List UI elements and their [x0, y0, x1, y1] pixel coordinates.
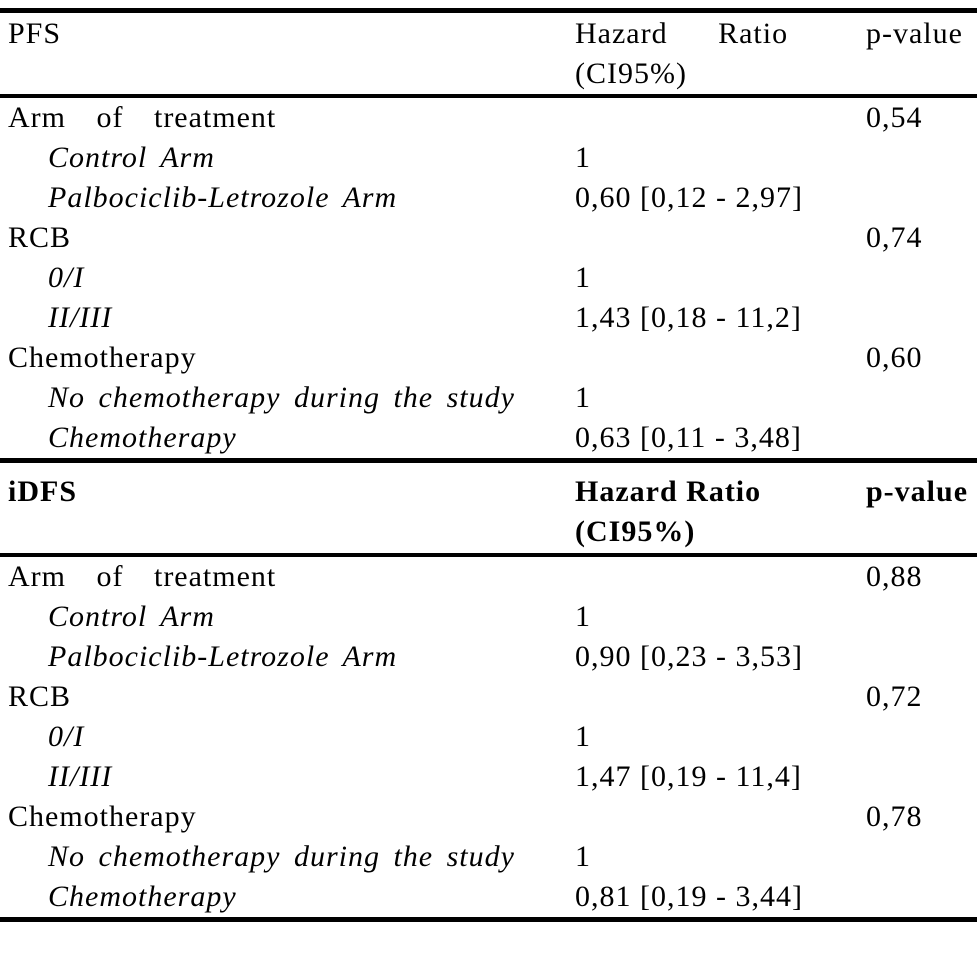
hazard-ratio-value: 1 — [575, 600, 591, 633]
row-label: II/III — [48, 760, 113, 793]
row-label: Chemotherapy — [48, 421, 237, 454]
hazard-ratio-header-line2: (CI95%) — [575, 57, 687, 90]
table-row: Control Arm 1 — [0, 597, 977, 637]
hazard-ratio-value: 1,47 [0,19 - 11,4] — [575, 760, 802, 793]
idfs-p-value-header: p-value — [866, 475, 969, 508]
hazard-ratio-value: 1 — [575, 720, 591, 753]
pfs-body: Arm of treatment 0,54 Control Arm 1 Palb… — [0, 98, 977, 458]
idfs-hazard-ratio-header: Hazard Ratio (CI95%) — [575, 472, 866, 552]
table-row: No chemotherapy during the study 1 — [0, 378, 977, 418]
table-row: 0/I 1 — [0, 717, 977, 757]
table-row: Palbociclib-Letrozole Arm 0,60 [0,12 - 2… — [0, 178, 977, 218]
hazard-ratio-header-line1: Hazard Ratio — [575, 475, 762, 508]
table-row: Arm of treatment 0,88 — [0, 557, 977, 597]
table-row: Chemotherapy 0,60 — [0, 338, 977, 378]
table-row: 0/I 1 — [0, 258, 977, 298]
pfs-hazard-ratio-header: Hazard Ratio (CI95%) — [575, 14, 866, 94]
table-row: No chemotherapy during the study 1 — [0, 837, 977, 877]
p-value: 0,72 — [866, 680, 923, 713]
table-row: RCB 0,74 — [0, 218, 977, 258]
row-label: 0/I — [48, 261, 85, 294]
table-row: Chemotherapy 0,78 — [0, 797, 977, 837]
hazard-ratio-value: 1 — [575, 381, 591, 414]
row-label: Arm of treatment — [8, 101, 277, 134]
row-label: Control Arm — [48, 600, 215, 633]
row-label: Palbociclib-Letrozole Arm — [48, 640, 398, 673]
row-label: Chemotherapy — [8, 800, 197, 833]
pfs-header-rule — [0, 94, 977, 98]
row-label: Palbociclib-Letrozole Arm — [48, 181, 398, 214]
row-label: Control Arm — [48, 141, 215, 174]
p-value: 0,78 — [866, 800, 923, 833]
table-row: Control Arm 1 — [0, 138, 977, 178]
p-value: 0,60 — [866, 341, 923, 374]
hazard-ratio-value: 1 — [575, 141, 591, 174]
hazard-ratio-value: 0,90 [0,23 - 3,53] — [575, 640, 803, 673]
table-row: II/III 1,47 [0,19 - 11,4] — [0, 757, 977, 797]
hazard-ratio-header-line1: Hazard Ratio — [575, 17, 789, 50]
row-label: No chemotherapy during the study — [48, 840, 515, 873]
row-label: Chemotherapy — [48, 880, 237, 913]
hazard-ratio-value: 0,63 [0,11 - 3,48] — [575, 421, 802, 454]
p-value: 0,88 — [866, 560, 923, 593]
row-label: 0/I — [48, 720, 85, 753]
row-label: RCB — [8, 221, 72, 254]
p-value: 0,74 — [866, 221, 923, 254]
pfs-header-row: PFS Hazard Ratio (CI95%) p-value — [0, 13, 977, 94]
table-row: Arm of treatment 0,54 — [0, 98, 977, 138]
idfs-body: Arm of treatment 0,88 Control Arm 1 Palb… — [0, 557, 977, 917]
pfs-p-value-header: p-value — [866, 17, 963, 50]
hazard-ratio-value: 0,60 [0,12 - 2,97] — [575, 181, 803, 214]
row-label: RCB — [8, 680, 72, 713]
hazard-ratio-value: 0,81 [0,19 - 3,44] — [575, 880, 803, 913]
top-rule — [0, 8, 977, 13]
row-label: No chemotherapy during the study — [48, 381, 515, 414]
hazard-ratio-value: 1,43 [0,18 - 11,2] — [575, 301, 802, 334]
row-label: Chemotherapy — [8, 341, 197, 374]
p-value: 0,54 — [866, 101, 923, 134]
idfs-header-row: iDFS Hazard Ratio (CI95%) p-value — [0, 463, 977, 553]
table-row: Chemotherapy 0,63 [0,11 - 3,48] — [0, 418, 977, 458]
table-row: Palbociclib-Letrozole Arm 0,90 [0,23 - 3… — [0, 637, 977, 677]
bottom-rule — [0, 917, 977, 922]
pfs-title: PFS — [8, 17, 62, 50]
idfs-title: iDFS — [8, 475, 78, 508]
row-label: Arm of treatment — [8, 560, 277, 593]
mid-rule — [0, 458, 977, 463]
hazard-ratio-value: 1 — [575, 261, 591, 294]
hazard-ratio-header-line2: (CI95%) — [575, 515, 696, 548]
table-row: II/III 1,43 [0,18 - 11,2] — [0, 298, 977, 338]
row-label: II/III — [48, 301, 113, 334]
table-row: Chemotherapy 0,81 [0,19 - 3,44] — [0, 877, 977, 917]
table-row: RCB 0,72 — [0, 677, 977, 717]
idfs-header-rule — [0, 553, 977, 557]
hazard-ratio-value: 1 — [575, 840, 591, 873]
